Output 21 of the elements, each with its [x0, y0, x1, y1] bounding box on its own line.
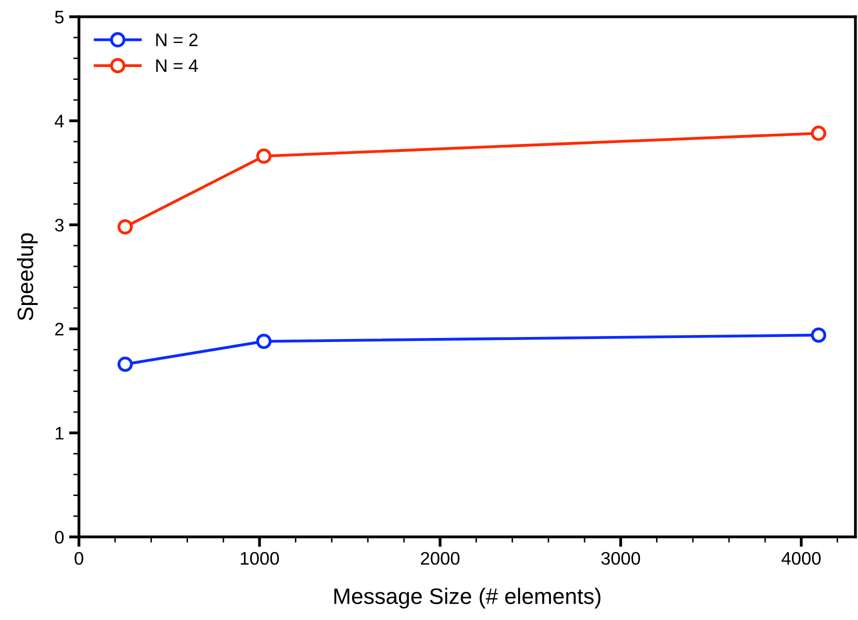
point — [810, 327, 826, 343]
y-tick-label: 2 — [55, 322, 64, 336]
x-tick-label: 4000 — [782, 552, 821, 565]
point — [118, 356, 133, 372]
point — [256, 334, 272, 349]
legend-label: N = 2 — [156, 33, 198, 46]
x-axis-title: Message Size (# elements) — [334, 588, 600, 608]
y-tick-label: 5 — [55, 10, 64, 24]
y-tick-label: 1 — [56, 427, 64, 440]
x-tick-label: 2000 — [420, 552, 460, 565]
y-tick-label: 4 — [54, 114, 64, 128]
y-tick-label: 0 — [55, 530, 64, 544]
point — [118, 219, 133, 235]
y-tick-label: 3 — [55, 218, 64, 232]
y-axis-title: Speedup — [16, 233, 38, 320]
point — [256, 148, 272, 164]
x-tick-label: 1000 — [240, 552, 279, 565]
x-tick-label: 3000 — [601, 552, 640, 565]
x-tick-label: 0 — [74, 552, 84, 565]
point — [810, 126, 826, 141]
legend-label: N = 4 — [156, 60, 198, 72]
